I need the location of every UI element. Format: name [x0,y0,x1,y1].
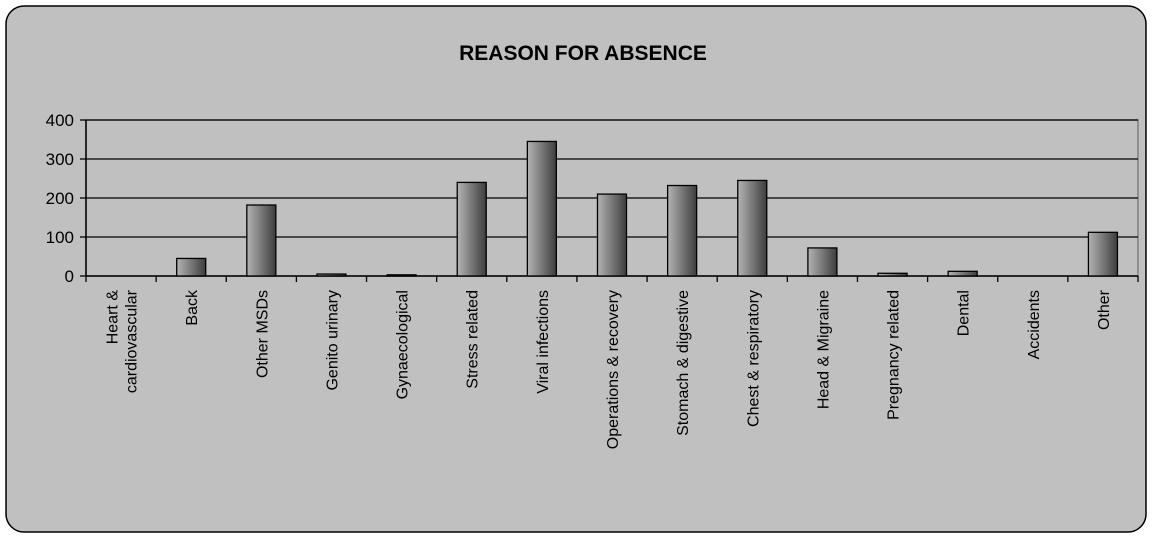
x-tick-label: Viral infections [535,290,552,394]
bar [666,184,698,277]
bar [877,272,908,277]
bar [737,179,768,277]
bar [1087,231,1119,277]
x-tick-label: Back [184,289,201,326]
bar [947,270,978,277]
x-tick-label: Operations & recovery [605,290,622,449]
y-tick-label: 200 [46,189,74,208]
x-tick-label: Pregnancy related [886,290,903,420]
chart-title: REASON FOR ABSENCE [459,42,707,65]
x-tick-label: Stress related [465,290,482,389]
x-tick-label: Dental [956,290,973,336]
plot-area: 0 100 200 300 400 Heart & cardiovascular Back Ot… [46,111,1139,449]
bar [316,273,347,277]
y-tick-label: 400 [46,111,74,130]
y-tick-label: 100 [46,228,74,247]
x-tick-label: Heart & [105,290,122,345]
x-tick-label: Stomach & digestive [675,290,692,436]
x-tick-label: Gynaecological [395,290,412,399]
bar [456,181,487,277]
x-tick-label: Chest & respiratory [745,290,762,427]
x-tick-label: Other MSDs [254,290,271,378]
y-tick-label: 300 [46,150,74,169]
bar [526,140,558,277]
bar [176,257,207,277]
bar [386,274,417,277]
x-tick-label: Genito urinary [324,290,341,391]
x-tick-label: Other [1096,289,1113,330]
x-tick-label: cardiovascular [124,289,141,393]
bar [246,204,277,277]
x-tick-label: Accidents [1026,290,1043,359]
x-tick-label: Head & Migraine [815,290,832,409]
y-tick-label: 0 [65,267,74,286]
bar [596,193,628,277]
bar [807,247,838,277]
chart-background [5,5,1147,533]
